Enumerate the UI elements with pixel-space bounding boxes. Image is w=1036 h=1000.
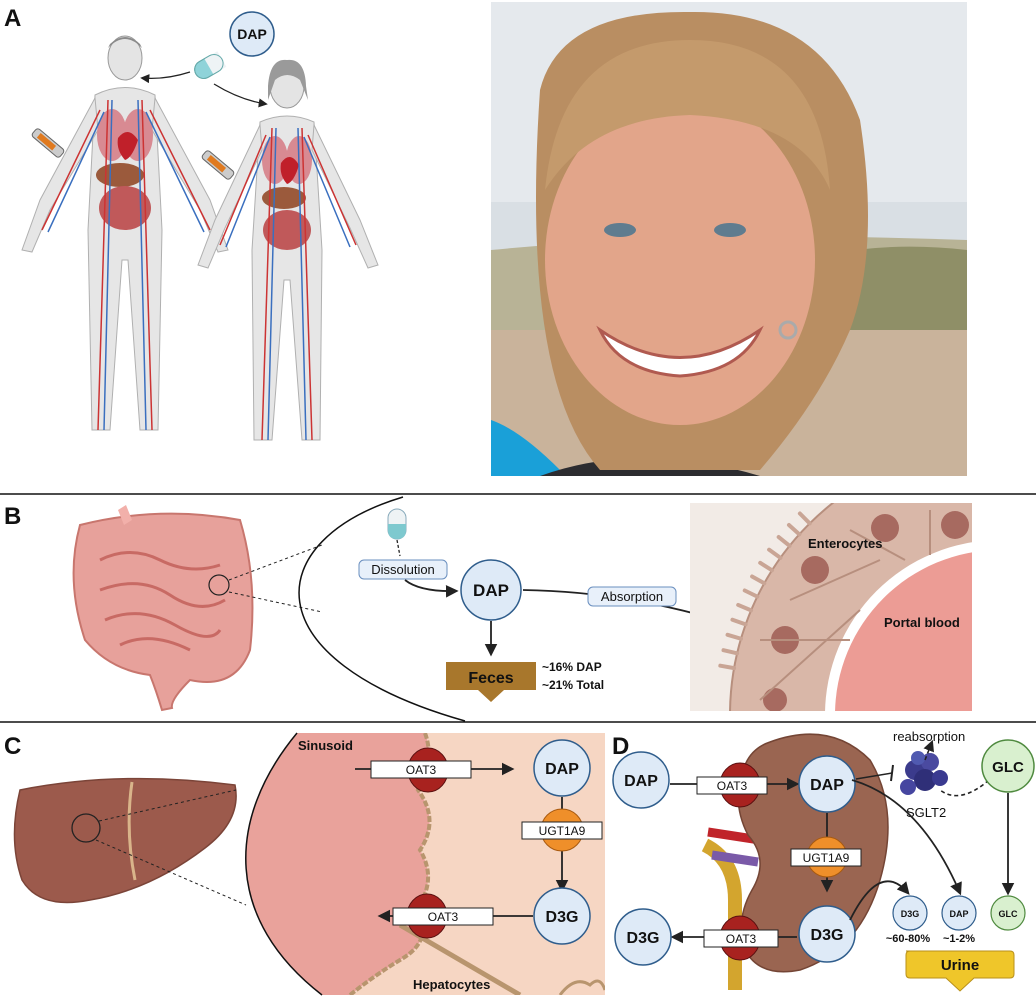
microvillus <box>797 511 812 526</box>
absorption-label-box <box>587 586 677 607</box>
oat3-efflux-label: OAT3 <box>428 910 459 924</box>
urine-box <box>905 950 1015 992</box>
microvillus <box>776 535 792 548</box>
microvillus <box>786 522 802 537</box>
oat3-uptake-label: OAT3 <box>717 779 748 793</box>
capsule-icon <box>387 508 407 540</box>
urine-d3g-pct: ~60-80% <box>886 933 931 945</box>
oat3-label-box <box>696 776 768 795</box>
female-body-icon <box>197 59 379 441</box>
d3g-blood-node <box>614 908 672 966</box>
dap-node <box>533 739 591 797</box>
hepatocytes-label: Hepatocytes <box>413 977 490 992</box>
microvilli <box>718 511 812 671</box>
urine-dap-node <box>941 895 977 931</box>
microvillus <box>750 574 767 586</box>
reabsorption-label: reabsorption <box>893 729 965 744</box>
enterocyte-tissue <box>690 503 972 711</box>
panel-label-d: D <box>612 733 629 760</box>
sinusoid-region <box>245 733 605 995</box>
microvillus <box>758 560 775 573</box>
d3g-cell-label: D3G <box>811 927 844 944</box>
microvillus <box>767 547 783 560</box>
d3g-cell-node <box>798 905 856 963</box>
syringe-icon <box>201 150 235 180</box>
ugt1a9-label-box <box>521 821 603 840</box>
urine-glc-node <box>990 895 1026 931</box>
feces-dap-pct: ~16% DAP <box>542 660 602 674</box>
dissolution-label: Dissolution <box>371 562 435 577</box>
urine-label: Urine <box>941 957 979 974</box>
urine-d3g-label: D3G <box>901 909 920 919</box>
zoom-boundary <box>298 496 466 722</box>
dap-badge-label: DAP <box>237 26 267 42</box>
dap-blood-node <box>612 751 670 809</box>
microvillus <box>742 588 760 599</box>
oat3-label-box <box>703 929 779 948</box>
panel-label-b: B <box>4 503 21 530</box>
dap-badge <box>229 11 275 57</box>
ugt1a9-label-box <box>790 848 862 867</box>
ugt1a9-label: UGT1A9 <box>539 824 586 838</box>
microvillus <box>730 617 748 627</box>
dap-node <box>460 559 522 621</box>
syringe-icon <box>31 128 65 158</box>
intestine-illustration <box>72 505 254 712</box>
oat3-label-box <box>370 760 472 779</box>
feces-total-pct: ~21% Total <box>542 678 604 692</box>
body-illustrations <box>21 35 379 441</box>
zoom-line <box>228 591 323 613</box>
zoom-boundary <box>245 732 323 996</box>
absorption-label: Absorption <box>601 589 663 604</box>
d3g-node <box>533 887 591 945</box>
dap-blood-label: DAP <box>624 773 658 790</box>
portrait-photo <box>491 2 967 476</box>
dap-node-label: DAP <box>545 761 579 778</box>
panel-label-a: A <box>4 5 21 32</box>
portal-blood-label: Portal blood <box>884 615 960 630</box>
dissolution-label-box <box>358 559 448 580</box>
enterocytes-label: Enterocytes <box>808 536 882 551</box>
microvillus <box>718 663 737 671</box>
panel-label-c: C <box>4 733 21 760</box>
dap-cell-label: DAP <box>810 777 844 794</box>
glc-blood-label: GLC <box>992 759 1024 776</box>
ugt1a9-label: UGT1A9 <box>803 851 850 865</box>
zoom-line <box>228 544 323 581</box>
glc-blood-node <box>981 739 1035 793</box>
liver-illustration <box>13 777 237 904</box>
sglt2-protein-icon <box>900 751 948 795</box>
dap-cell-node <box>798 755 856 813</box>
feces-label: Feces <box>468 670 513 687</box>
oat3-uptake-label: OAT3 <box>406 763 437 777</box>
microvillus <box>725 632 743 641</box>
male-body-icon <box>21 35 229 431</box>
d3g-blood-label: D3G <box>627 930 660 947</box>
microvillus <box>736 602 754 613</box>
feces-box <box>446 662 536 702</box>
oat3-label-box <box>392 907 494 926</box>
capsule-icon <box>194 51 227 79</box>
urine-dap-pct: ~1-2% <box>943 933 975 945</box>
urine-glc-label: GLC <box>999 909 1018 919</box>
urine-dap-label: DAP <box>949 909 968 919</box>
oat3-efflux-label: OAT3 <box>726 932 757 946</box>
dap-node-label: DAP <box>473 581 509 600</box>
sinusoid-label: Sinusoid <box>298 738 353 753</box>
sglt2-label: SGLT2 <box>906 805 946 820</box>
microvillus <box>721 648 740 656</box>
d3g-node-label: D3G <box>546 909 579 926</box>
urine-d3g-node <box>892 895 928 931</box>
